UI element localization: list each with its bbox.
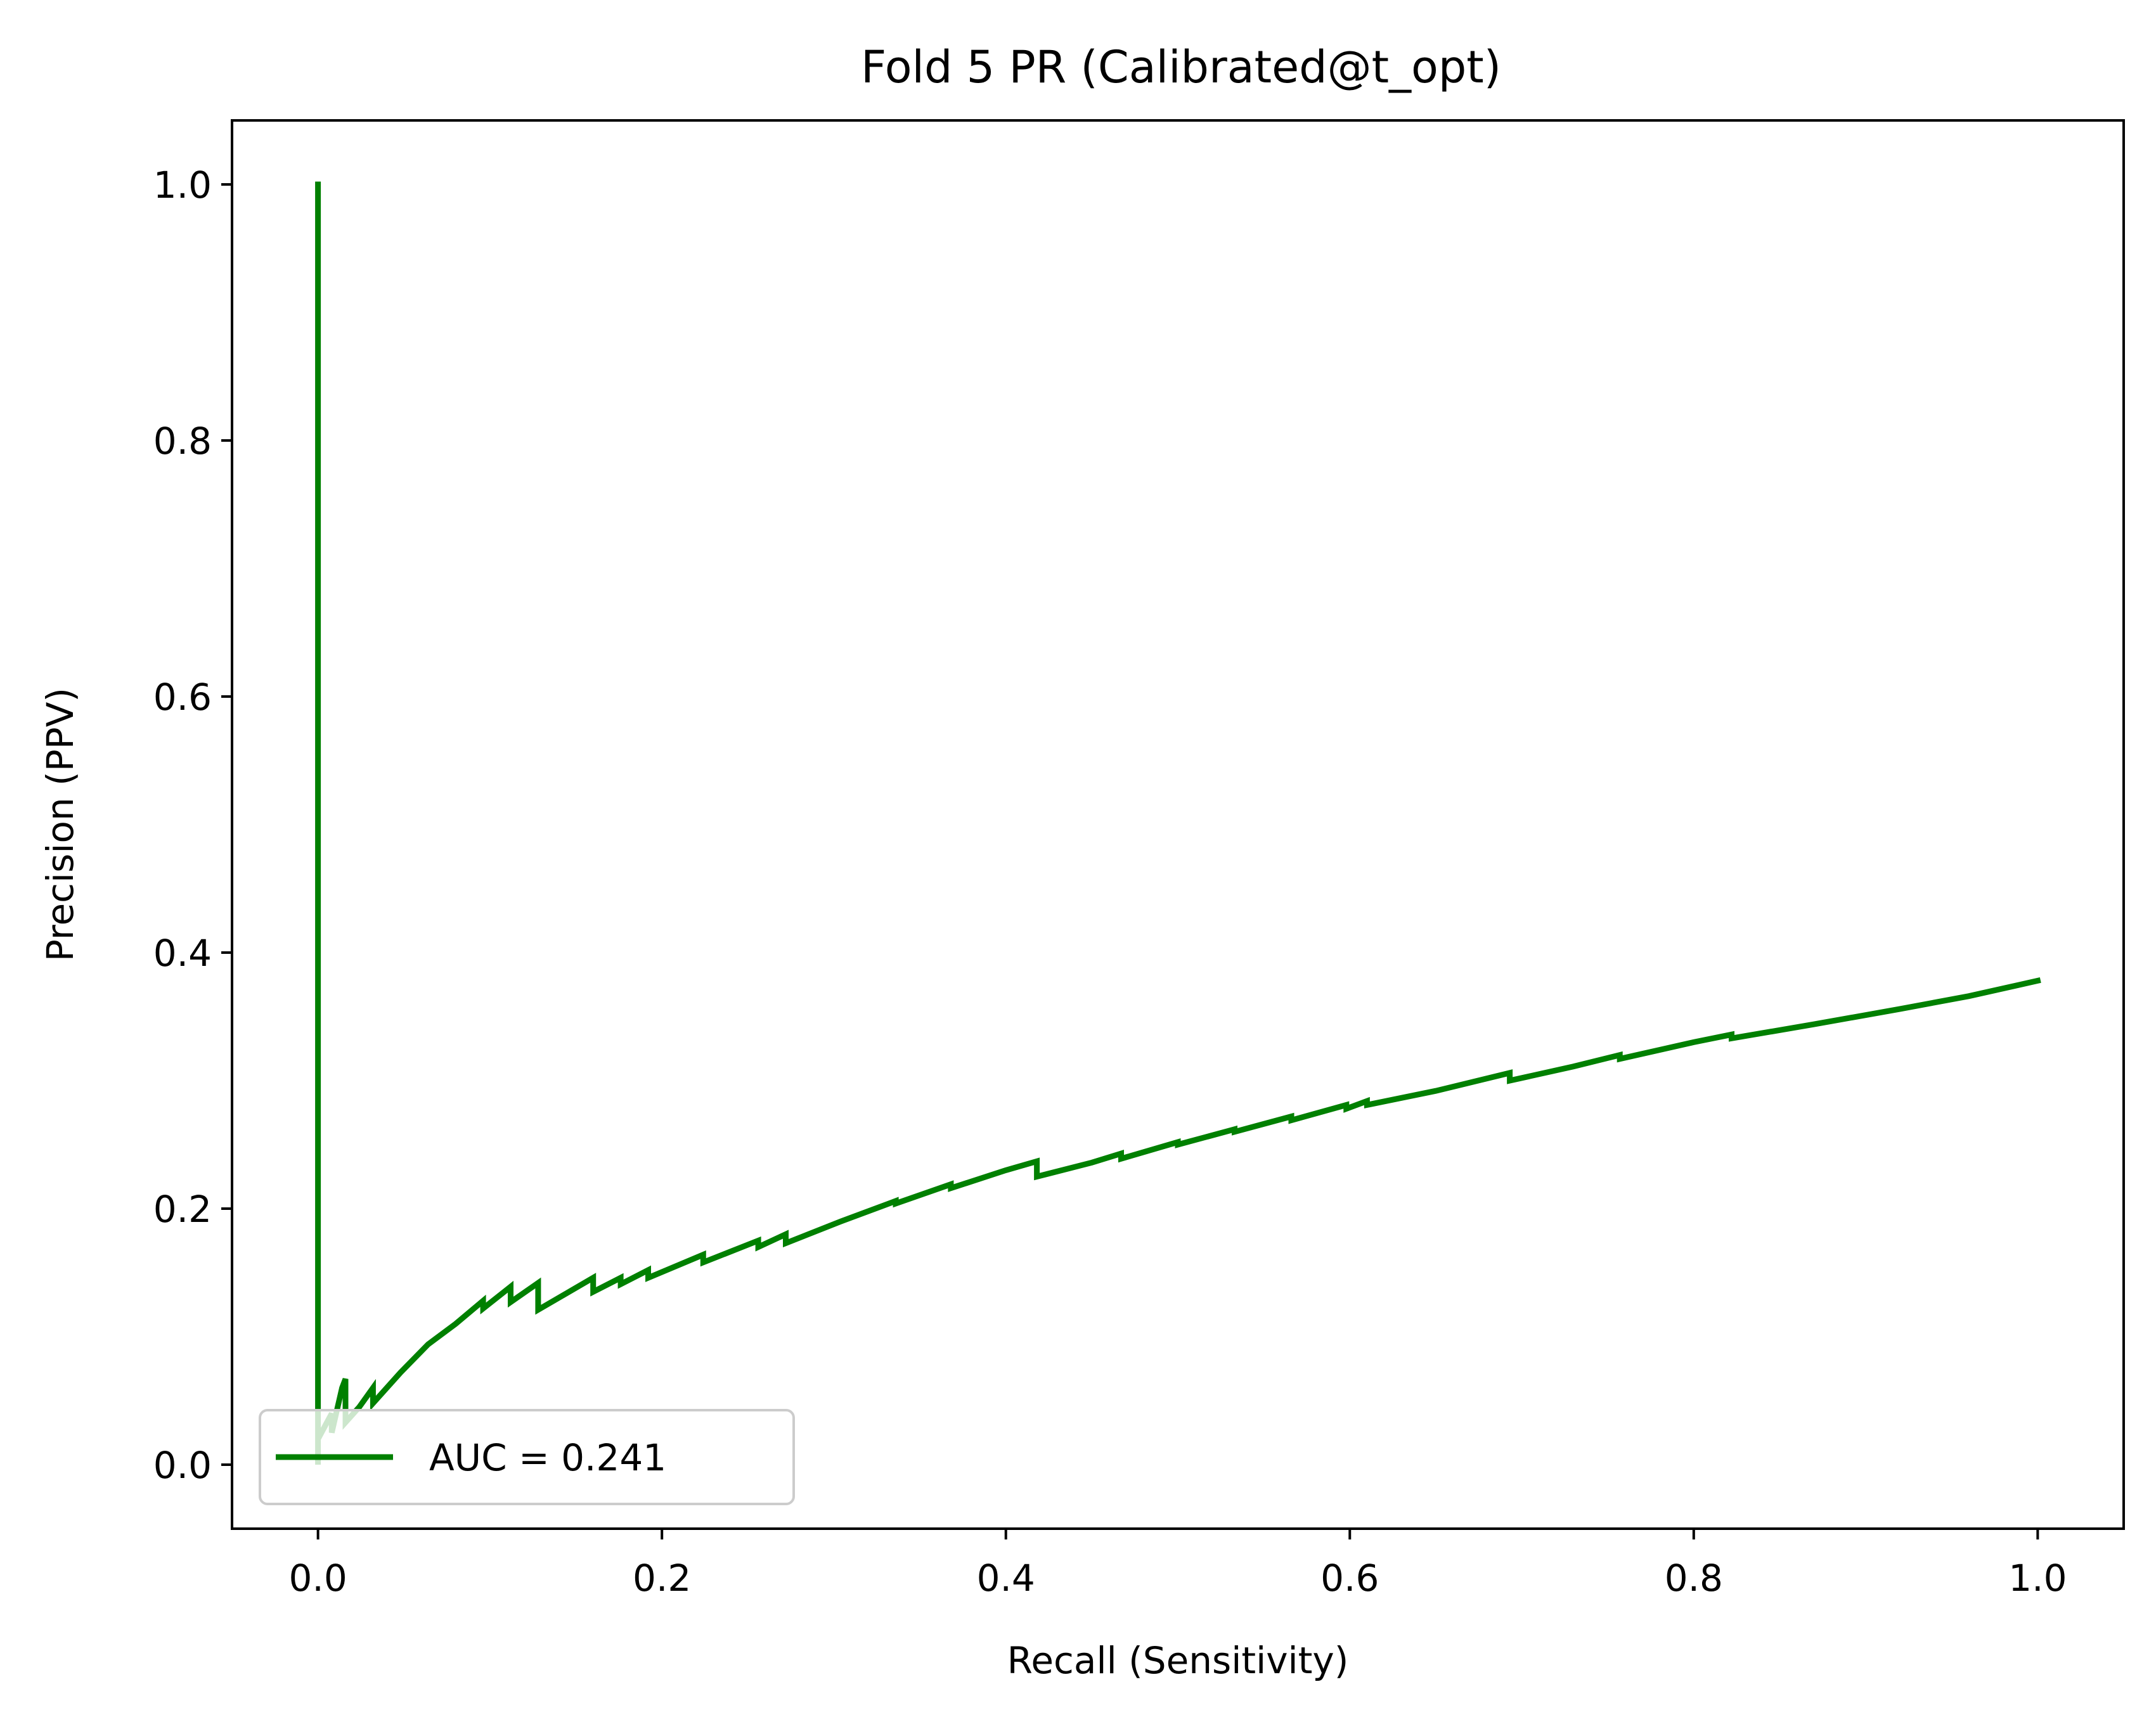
x-axis-ticks: 0.0 0.2 0.4 0.6 0.8 1.0 xyxy=(289,1529,2067,1600)
y-tick-label: 0.4 xyxy=(153,932,212,975)
y-tick-label: 0.0 xyxy=(153,1444,212,1487)
chart-title: Fold 5 PR (Calibrated@t_opt) xyxy=(861,41,1501,93)
x-tick-label: 0.2 xyxy=(633,1557,691,1600)
x-axis-label: Recall (Sensitivity) xyxy=(1007,1639,1349,1682)
x-tick-label: 0.0 xyxy=(289,1557,347,1600)
y-tick-label: 0.6 xyxy=(153,676,212,719)
x-tick-label: 0.6 xyxy=(1320,1557,1379,1600)
x-tick-label: 1.0 xyxy=(2008,1557,2067,1600)
legend-box xyxy=(259,1409,795,1505)
series-group xyxy=(315,181,2041,1465)
y-tick-label: 1.0 xyxy=(153,164,212,207)
y-tick-label: 0.8 xyxy=(153,420,212,463)
series-line-0 xyxy=(315,181,2041,1465)
legend-label: AUC = 0.241 xyxy=(429,1436,666,1479)
axes-frame xyxy=(231,119,2125,1530)
x-tick-label: 0.4 xyxy=(977,1557,1035,1600)
y-axis-ticks: 0.0 0.2 0.4 0.6 0.8 1.0 xyxy=(153,164,232,1487)
x-tick-label: 0.8 xyxy=(1665,1557,1723,1600)
y-axis-label: Precision (PPV) xyxy=(39,688,82,961)
y-tick-label: 0.2 xyxy=(153,1188,212,1231)
plot-area xyxy=(232,120,2124,1529)
legend: AUC = 0.241 xyxy=(259,1409,795,1505)
